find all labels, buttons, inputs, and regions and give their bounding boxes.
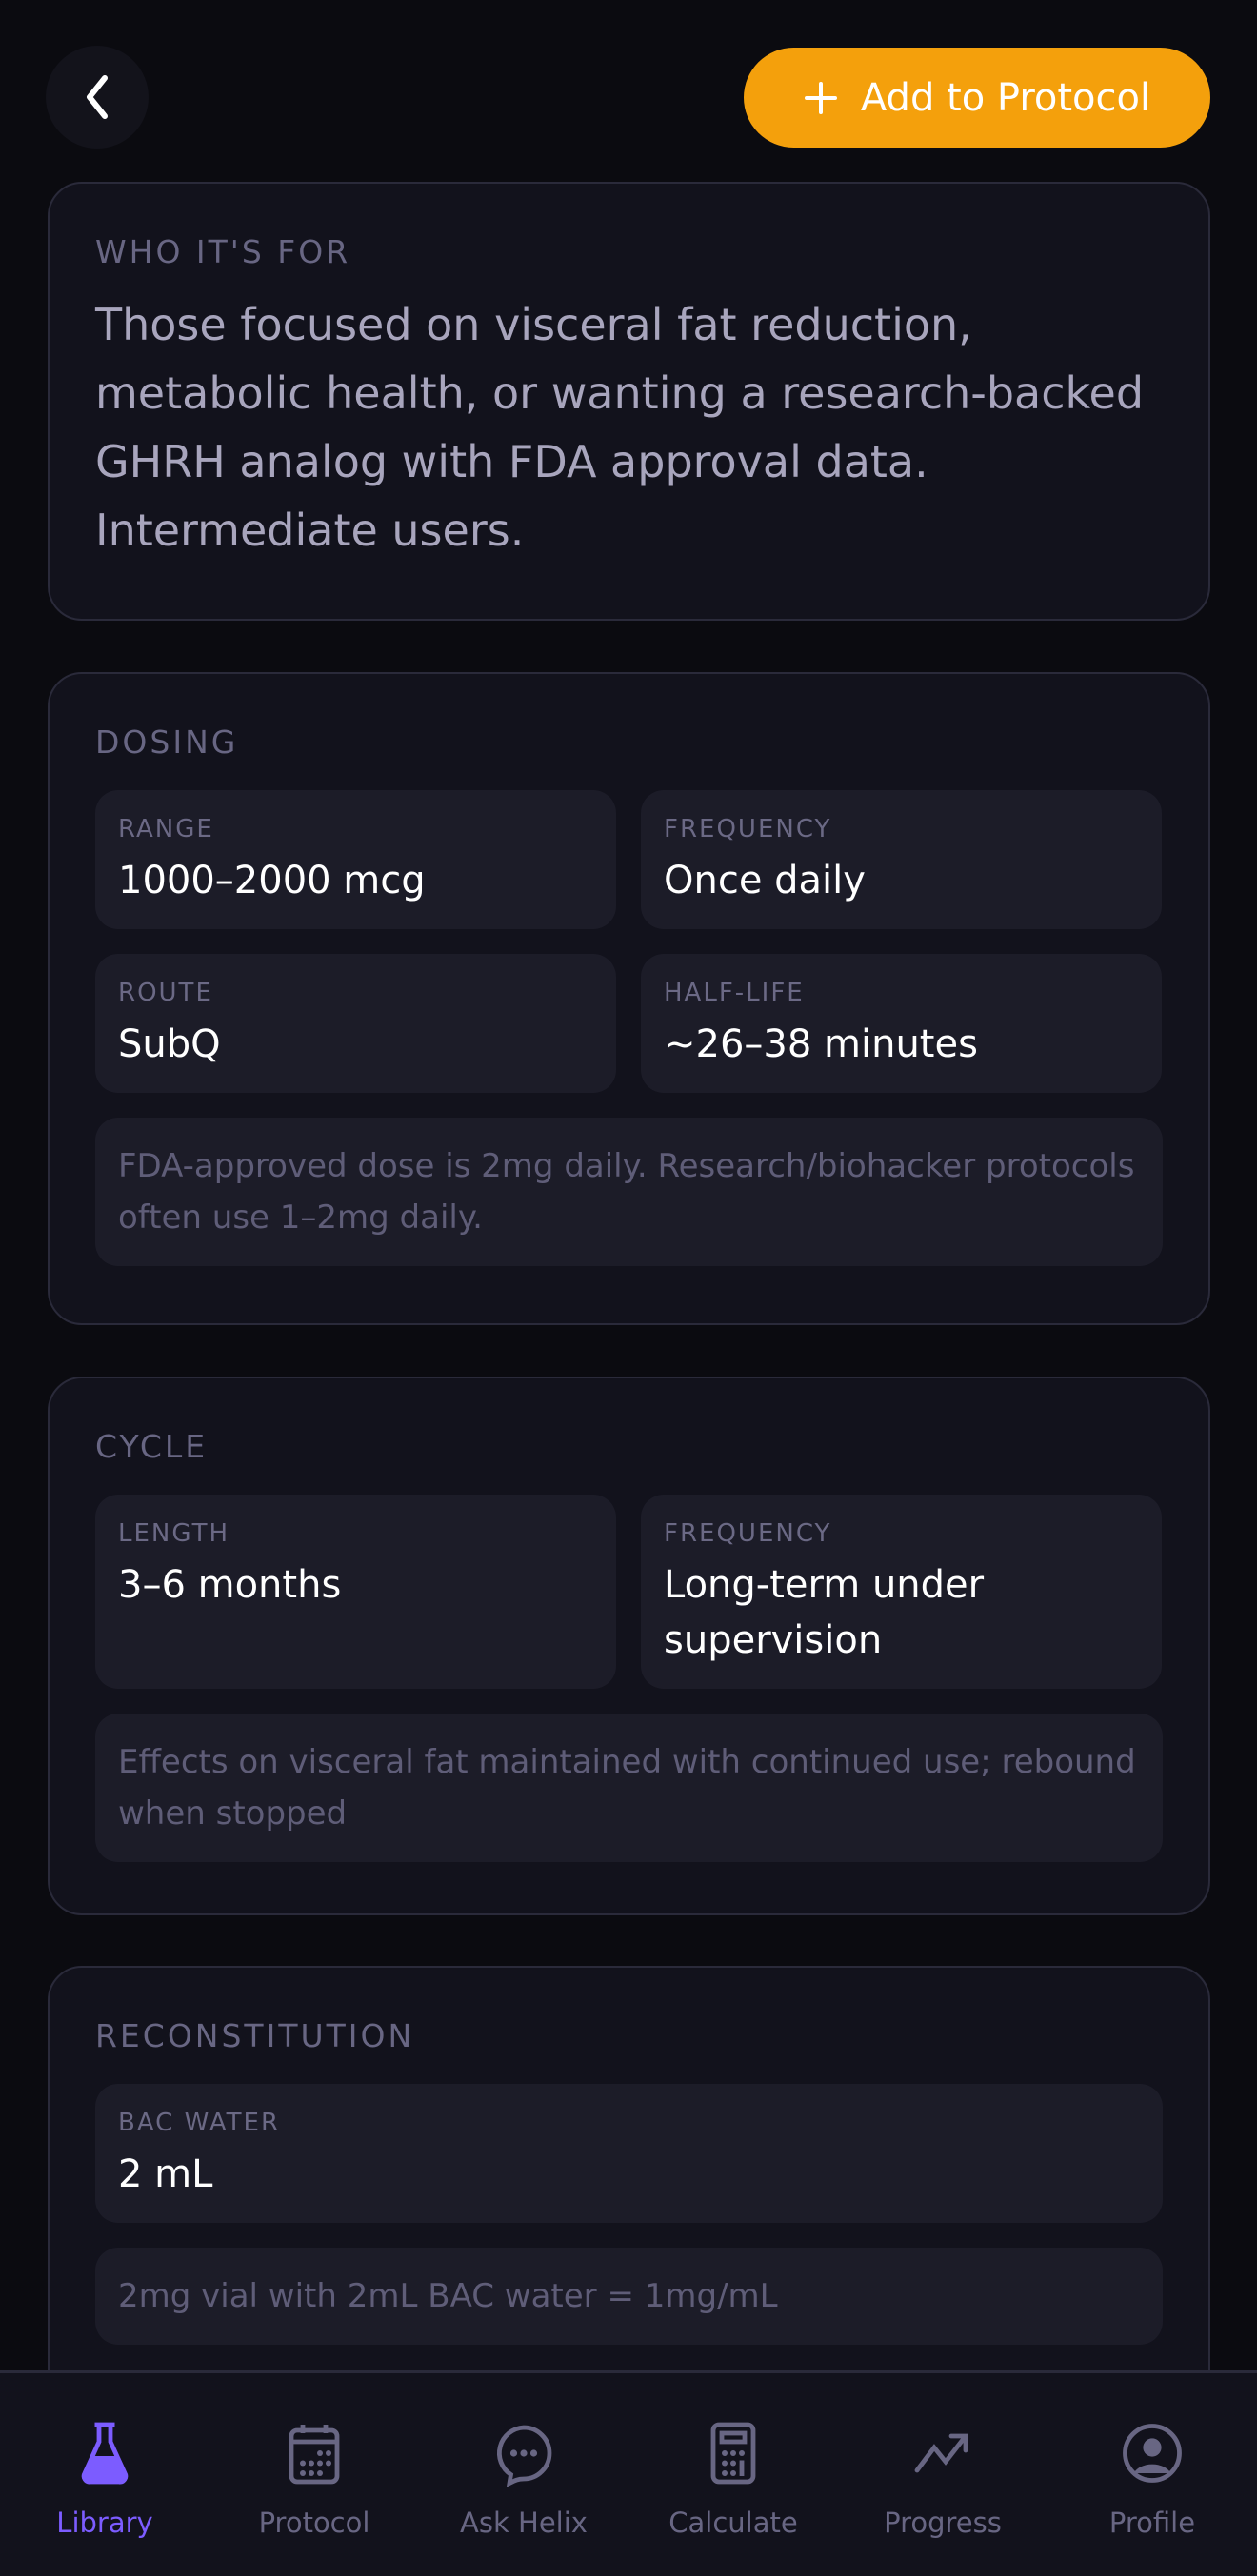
nav-label: Protocol	[258, 2507, 370, 2539]
cell-label: FREQUENCY	[664, 815, 832, 843]
section-title: CYCLE	[95, 1428, 209, 1465]
back-button[interactable]	[46, 46, 149, 149]
cell-value: 2 mL	[118, 2152, 213, 2196]
cycle-note: Effects on visceral fat maintained with …	[95, 1714, 1163, 1862]
chevron-left-icon	[87, 75, 108, 119]
cell-label: HALF-LIFE	[664, 979, 805, 1007]
cell-value: 3–6 months	[118, 1563, 342, 1607]
cell-label: BAC WATER	[118, 2109, 281, 2137]
reconstitution-note: 2mg vial with 2mL BAC water = 1mg/mL	[95, 2248, 1163, 2345]
cycle-length: LENGTH 3–6 months	[95, 1495, 616, 1689]
nav-label: Library	[56, 2507, 153, 2539]
add-to-protocol-button[interactable]: Add to Protocol	[744, 48, 1210, 148]
bac-water: BAC WATER 2 mL	[95, 2084, 1163, 2223]
user-circle-icon	[1123, 2424, 1182, 2483]
flask-icon	[81, 2422, 129, 2485]
cell-value: Once daily	[664, 859, 866, 902]
chat-bubble-icon	[497, 2425, 552, 2487]
section-title: WHO IT'S FOR	[95, 233, 351, 270]
bottom-nav: Library Protocol Ask Helix Calculate Pro…	[0, 2370, 1257, 2576]
cell-label: ROUTE	[118, 979, 213, 1007]
nav-library[interactable]: Library	[0, 2373, 210, 2576]
dosing-route: ROUTE SubQ	[95, 954, 616, 1093]
cell-label: RANGE	[118, 815, 214, 843]
who-its-for-card: WHO IT'S FOR Those focused on visceral f…	[48, 182, 1210, 621]
trending-up-icon	[914, 2433, 968, 2473]
dosing-frequency: FREQUENCY Once daily	[641, 790, 1162, 929]
cell-value: Long-term under supervision	[664, 1563, 985, 1662]
nav-profile[interactable]: Profile	[1048, 2373, 1257, 2576]
calendar-icon	[289, 2425, 340, 2485]
calculator-icon	[710, 2422, 756, 2485]
add-to-protocol-label: Add to Protocol	[860, 75, 1151, 120]
nav-label: Profile	[1108, 2507, 1196, 2539]
section-title: DOSING	[95, 723, 239, 761]
cell-value: ~26–38 minutes	[664, 1022, 978, 1066]
cell-label: FREQUENCY	[664, 1519, 832, 1548]
dosing-half-life: HALF-LIFE ~26–38 minutes	[641, 954, 1162, 1093]
cycle-frequency: FREQUENCY Long-term under supervision	[641, 1495, 1162, 1689]
nav-ask-helix[interactable]: Ask Helix	[419, 2373, 628, 2576]
cycle-card: CYCLE LENGTH 3–6 months FREQUENCY Long-ter…	[48, 1377, 1210, 1915]
nav-calculate[interactable]: Calculate	[628, 2373, 838, 2576]
nav-label: Calculate	[668, 2507, 798, 2539]
plus-icon	[804, 81, 837, 114]
section-title: RECONSTITUTION	[95, 2017, 415, 2054]
nav-label: Progress	[884, 2507, 1002, 2539]
cell-label: LENGTH	[118, 1519, 230, 1548]
nav-progress[interactable]: Progress	[838, 2373, 1048, 2576]
dosing-range: RANGE 1000–2000 mcg	[95, 790, 616, 929]
nav-protocol[interactable]: Protocol	[210, 2373, 419, 2576]
dosing-note: FDA-approved dose is 2mg daily. Research…	[95, 1118, 1163, 1266]
cell-value: 1000–2000 mcg	[118, 859, 426, 902]
nav-label: Ask Helix	[460, 2507, 588, 2539]
dosing-card: DOSING RANGE 1000–2000 mcg FREQUENCY Once …	[48, 672, 1210, 1325]
cell-value: SubQ	[118, 1022, 221, 1066]
who-its-for-text: Those focused on visceral fat reduction,…	[95, 299, 1145, 556]
